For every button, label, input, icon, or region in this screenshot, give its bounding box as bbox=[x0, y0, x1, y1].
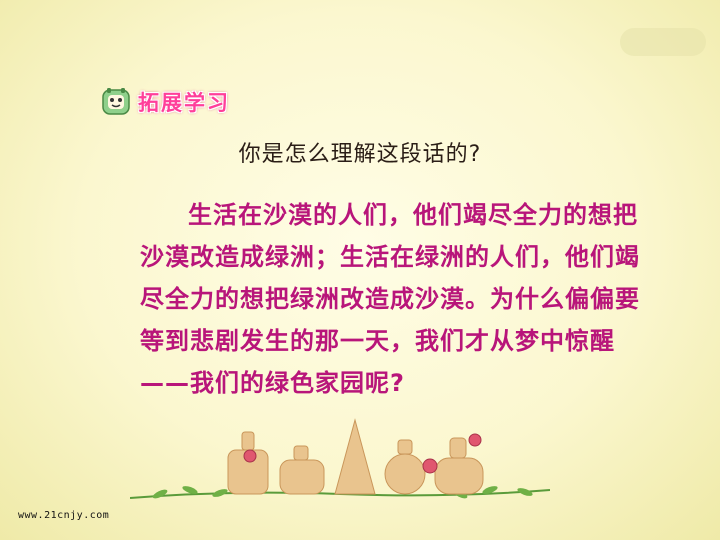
question-text: 你是怎么理解这段话的? bbox=[238, 142, 482, 167]
section-title: 拓展学习 bbox=[138, 91, 230, 115]
smiley-book-icon bbox=[102, 88, 130, 115]
site-url: www.21cnjy.com bbox=[18, 510, 110, 521]
watermark-logo bbox=[620, 28, 706, 56]
section-header: 拓展学习 bbox=[100, 86, 230, 118]
perfume-bottles-decoration bbox=[130, 418, 550, 499]
passage-text: 生活在沙漠的人们，他们竭尽全力的想把沙漠改造成绿洲；生活在绿洲的人们，他们竭尽全… bbox=[140, 201, 640, 397]
